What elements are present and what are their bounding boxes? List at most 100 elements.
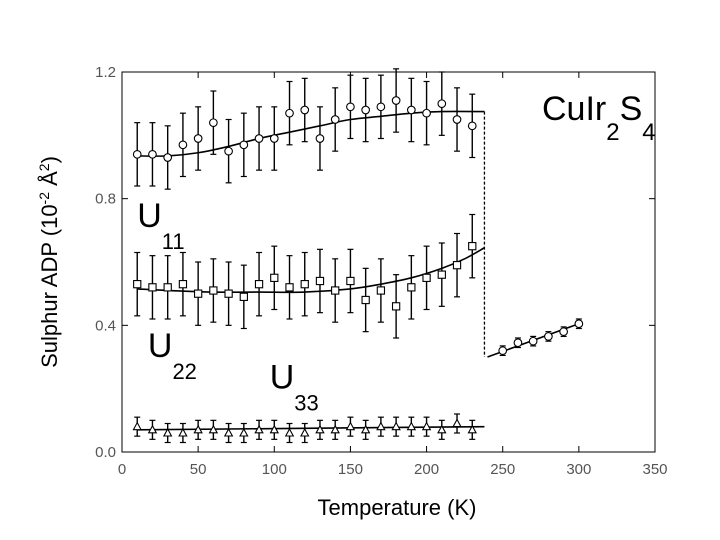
data-markers bbox=[132, 96, 584, 437]
y-tick-label: 0.4 bbox=[95, 317, 116, 334]
error-bars bbox=[134, 68, 582, 444]
point-u11 bbox=[285, 108, 294, 118]
x-tick-label: 250 bbox=[490, 461, 515, 478]
point-u11 bbox=[178, 140, 188, 150]
point-u11 bbox=[330, 115, 340, 124]
point-u22 bbox=[346, 276, 355, 286]
point-u33 bbox=[239, 427, 249, 437]
point-high-t bbox=[513, 338, 523, 348]
point-high-t bbox=[559, 327, 568, 337]
point-u22 bbox=[437, 270, 446, 279]
series-label-u33: U33 bbox=[270, 359, 319, 416]
point-u11 bbox=[209, 118, 218, 128]
point-u11 bbox=[148, 149, 157, 159]
point-high-t bbox=[574, 319, 584, 329]
y-tick-label: 0.8 bbox=[95, 191, 116, 208]
series-label-u11: U11 bbox=[137, 197, 184, 254]
plot-frame bbox=[121, 71, 656, 453]
x-tick-label: 300 bbox=[566, 461, 591, 478]
point-u33 bbox=[178, 427, 188, 437]
point-u22 bbox=[331, 286, 340, 295]
point-u33 bbox=[345, 421, 356, 431]
point-u33 bbox=[452, 418, 462, 428]
point-u33 bbox=[360, 424, 371, 434]
point-u11 bbox=[315, 134, 325, 143]
point-u22 bbox=[376, 286, 386, 295]
point-u11 bbox=[132, 149, 142, 159]
point-u11 bbox=[391, 96, 401, 105]
point-u22 bbox=[163, 283, 172, 292]
x-tick-label: 0 bbox=[118, 461, 126, 478]
point-u33 bbox=[147, 424, 158, 434]
x-tick-label: 50 bbox=[190, 461, 207, 478]
point-u33 bbox=[421, 421, 432, 431]
point-u22 bbox=[209, 286, 218, 295]
point-u11 bbox=[437, 99, 447, 109]
fit-curve-u22 bbox=[137, 247, 485, 294]
point-u22 bbox=[422, 273, 431, 282]
point-u11 bbox=[193, 134, 203, 143]
point-u33 bbox=[254, 424, 264, 434]
point-u22 bbox=[148, 283, 157, 292]
x-tick-label: 150 bbox=[338, 461, 363, 478]
point-u22 bbox=[361, 295, 370, 305]
point-high-t bbox=[498, 346, 508, 356]
x-axis-title: Temperature (K) bbox=[318, 495, 477, 520]
fit-curves bbox=[137, 110, 580, 431]
point-u22 bbox=[224, 289, 233, 298]
point-u33 bbox=[406, 421, 417, 431]
y-tick-label: 0.0 bbox=[95, 444, 116, 461]
point-u22 bbox=[468, 242, 477, 251]
axis-ticks: 0 50 100 150 200 250 300 350 0.0 0.4 0.8 1.2 bbox=[95, 64, 667, 478]
point-high-t bbox=[528, 336, 538, 346]
point-u22 bbox=[300, 280, 309, 289]
point-u11 bbox=[346, 102, 355, 112]
point-u33 bbox=[193, 424, 203, 434]
point-u33 bbox=[437, 424, 447, 434]
point-u11 bbox=[406, 105, 416, 115]
x-tick-label: 350 bbox=[642, 461, 667, 478]
point-u22 bbox=[239, 292, 248, 301]
point-u11 bbox=[467, 121, 477, 131]
point-u11 bbox=[239, 140, 249, 150]
point-u11 bbox=[254, 134, 264, 143]
point-u33 bbox=[376, 421, 386, 431]
point-u11 bbox=[163, 153, 173, 162]
point-u33 bbox=[132, 421, 142, 431]
point-u22 bbox=[133, 280, 142, 289]
compound-label: CuIr2S4 bbox=[542, 90, 656, 146]
fit-curve-u33 bbox=[137, 425, 485, 431]
y-axis-title: Sulphur ADP (10-2 Å2) bbox=[36, 156, 62, 368]
point-u11 bbox=[422, 108, 431, 118]
x-tick-label: 200 bbox=[414, 461, 439, 478]
point-u11 bbox=[224, 146, 233, 156]
point-u33 bbox=[162, 427, 173, 437]
x-tick-label: 100 bbox=[262, 461, 287, 478]
point-u33 bbox=[269, 424, 280, 434]
point-u22 bbox=[193, 289, 203, 298]
point-high-t bbox=[544, 332, 553, 341]
point-u11 bbox=[361, 105, 371, 115]
y-tick-label: 1.2 bbox=[95, 64, 116, 81]
point-u22 bbox=[407, 283, 416, 292]
point-u11 bbox=[300, 105, 310, 115]
point-u22 bbox=[254, 280, 264, 289]
point-u33 bbox=[330, 424, 340, 434]
point-u11 bbox=[269, 134, 279, 143]
fit-curve-u11 bbox=[137, 110, 485, 157]
point-u22 bbox=[178, 280, 188, 289]
series-labels: U11 U22 U33 bbox=[137, 197, 319, 415]
point-u11 bbox=[376, 102, 386, 112]
point-u33 bbox=[208, 424, 219, 434]
point-u33 bbox=[315, 424, 325, 434]
point-u22 bbox=[315, 276, 325, 286]
point-u22 bbox=[270, 273, 279, 282]
series-label-u22: U22 bbox=[148, 327, 197, 384]
point-u33 bbox=[391, 421, 401, 431]
point-u33 bbox=[300, 427, 310, 437]
point-u22 bbox=[285, 283, 294, 292]
point-u33 bbox=[467, 424, 477, 434]
point-u22 bbox=[452, 261, 462, 270]
point-u11 bbox=[452, 115, 462, 124]
